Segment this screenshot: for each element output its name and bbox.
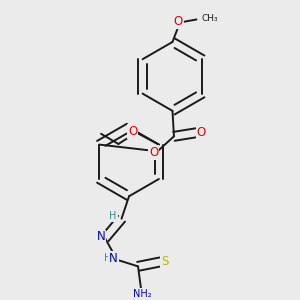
Text: O: O	[174, 15, 183, 28]
Text: H: H	[110, 211, 117, 221]
Text: O: O	[128, 125, 137, 138]
Text: O: O	[196, 126, 206, 139]
Text: CH₃: CH₃	[202, 14, 218, 23]
Text: NH₂: NH₂	[133, 289, 152, 298]
Text: O: O	[149, 146, 158, 159]
Text: N: N	[97, 230, 105, 244]
Text: N: N	[109, 252, 118, 266]
Text: H: H	[104, 253, 112, 263]
Text: S: S	[161, 255, 169, 268]
